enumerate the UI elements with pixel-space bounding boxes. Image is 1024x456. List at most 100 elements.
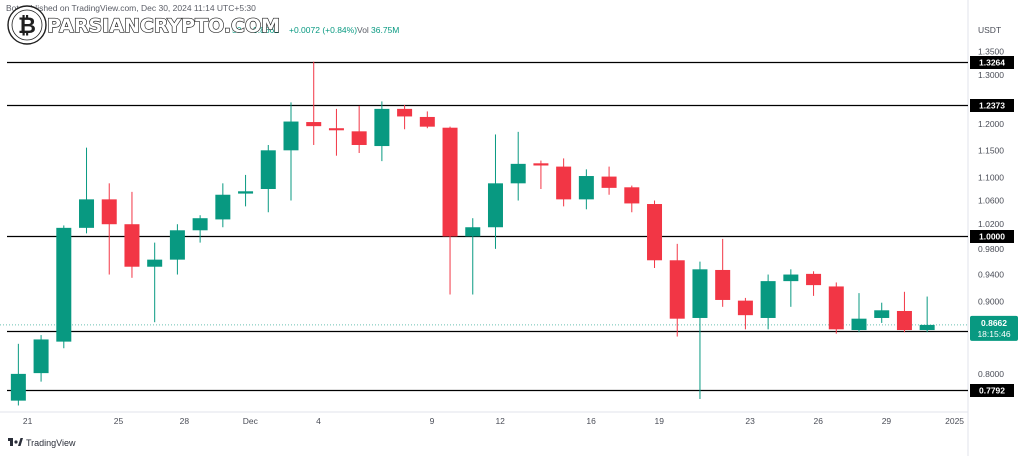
level-label-bg-4: [970, 384, 1014, 397]
candle-0[interactable]: [10, 343, 26, 406]
last-price-value: 0.8662: [981, 318, 1007, 328]
candle-5[interactable]: [124, 191, 140, 278]
candles[interactable]: [10, 61, 935, 406]
candle-body-8: [192, 218, 208, 231]
candle-38[interactable]: [874, 302, 890, 323]
candle-32[interactable]: [737, 297, 753, 330]
candle-11[interactable]: [260, 144, 276, 213]
level-label-2: 1.0000: [979, 232, 1005, 242]
price-tick-9: 0.9400: [978, 270, 1004, 280]
time-tick-12: 2025: [945, 416, 964, 426]
candle-body-0: [10, 373, 26, 401]
candle-37[interactable]: [851, 293, 867, 333]
level-label-0: 1.3264: [979, 58, 1005, 68]
volume-label: Vol: [357, 25, 369, 35]
candle-19[interactable]: [442, 126, 458, 295]
candle-17[interactable]: [397, 104, 413, 130]
close-value: 0.8662: [253, 25, 279, 35]
candle-4[interactable]: [101, 183, 117, 275]
level-label-bg-1: [970, 99, 1014, 112]
candle-28[interactable]: [647, 200, 663, 269]
bitcoin-symbol-icon: ₿: [18, 14, 36, 39]
time-tick-5: 9: [430, 416, 435, 426]
candle-13[interactable]: [306, 61, 322, 145]
tradingview-branding[interactable]: TradingView: [8, 438, 76, 448]
candle-9[interactable]: [215, 183, 231, 228]
candle-body-14: [328, 128, 344, 131]
time-tick-9: 23: [745, 416, 755, 426]
candle-body-22: [510, 163, 526, 184]
candle-16[interactable]: [374, 101, 390, 162]
candle-18[interactable]: [419, 111, 435, 129]
candle-7[interactable]: [169, 224, 185, 275]
price-tick-6: 1.0600: [978, 196, 1004, 206]
candle-body-25: [578, 176, 594, 200]
candle-24[interactable]: [556, 158, 572, 207]
candle-15[interactable]: [351, 105, 367, 154]
candle-body-2: [56, 227, 72, 342]
candle-body-26: [601, 176, 617, 188]
candle-body-35: [806, 273, 822, 286]
candle-26[interactable]: [601, 166, 617, 195]
price-tick-1: 1.3000: [978, 70, 1004, 80]
candle-30[interactable]: [692, 261, 708, 400]
price-tick-7: 1.0200: [978, 219, 1004, 229]
watermark-logo: ₿ PARSIANCRYPTO.COM: [7, 5, 281, 45]
candle-body-7: [169, 230, 185, 260]
candle-6[interactable]: [147, 242, 163, 323]
level-label-4: 0.7792: [979, 386, 1005, 396]
candle-8[interactable]: [192, 215, 208, 243]
candle-31[interactable]: [715, 238, 731, 307]
candle-body-15: [351, 131, 367, 145]
candle-body-19: [442, 127, 458, 237]
candle-23[interactable]: [533, 160, 549, 190]
candle-39[interactable]: [896, 291, 912, 333]
candle-27[interactable]: [624, 185, 640, 213]
candle-1[interactable]: [33, 335, 49, 382]
candle-body-23: [533, 163, 549, 166]
price-tick-5: 1.1000: [978, 173, 1004, 183]
candle-33[interactable]: [760, 274, 776, 330]
candle-body-31: [715, 269, 731, 300]
candle-12[interactable]: [283, 102, 299, 201]
level-label-bg-2: [970, 230, 1014, 243]
time-tick-7: 16: [586, 416, 596, 426]
candle-body-9: [215, 194, 231, 220]
candle-body-29: [669, 260, 685, 319]
time-tick-11: 29: [882, 416, 892, 426]
candle-3[interactable]: [79, 147, 95, 234]
candle-36[interactable]: [828, 282, 844, 334]
candle-body-5: [124, 224, 140, 267]
time-tick-0: 21: [23, 416, 33, 426]
time-tick-6: 12: [495, 416, 505, 426]
candle-35[interactable]: [806, 271, 822, 296]
candle-20[interactable]: [465, 218, 481, 295]
candle-body-27: [624, 187, 640, 204]
level-label-1: 1.2373: [979, 101, 1005, 111]
candle-body-37: [851, 318, 867, 331]
countdown-value: 18:15:46: [977, 329, 1010, 339]
candle-body-4: [101, 199, 117, 225]
candle-22[interactable]: [510, 131, 526, 201]
candle-body-28: [647, 204, 663, 261]
level-label-bg-0: [970, 56, 1014, 69]
candle-40[interactable]: [919, 296, 935, 333]
candle-25[interactable]: [578, 169, 594, 210]
candle-body-32: [737, 300, 753, 316]
ohlc-tail: 50: [232, 25, 242, 35]
last-price-badge: 0.8662 18:15:46: [970, 315, 1018, 341]
candle-2[interactable]: [56, 225, 72, 349]
candle-34[interactable]: [783, 269, 799, 307]
candle-14[interactable]: [328, 108, 344, 156]
candle-body-21: [487, 183, 503, 228]
candle-body-36: [828, 286, 844, 330]
candle-10[interactable]: [238, 174, 254, 207]
price-tick-11: 0.8000: [978, 369, 1004, 379]
candle-29[interactable]: [669, 243, 685, 337]
watermark-text: PARSIANCRYPTO.COM: [47, 15, 280, 37]
candle-21[interactable]: [487, 134, 503, 249]
time-axis-ticks: 21 25 28 Dec 4 9 12 16 19 23 26 29 2025: [23, 416, 964, 426]
volume-value: 36.75M: [371, 25, 399, 35]
